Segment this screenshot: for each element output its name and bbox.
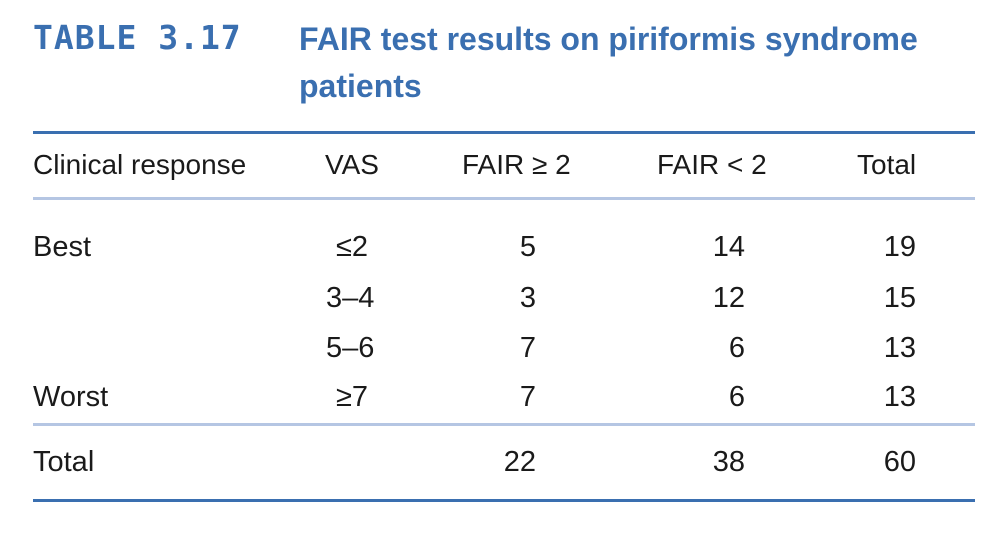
totals-fair-ge2: 22	[503, 446, 536, 478]
row-vas: ≤2	[336, 231, 369, 263]
row-fair-lt2: 6	[728, 381, 745, 413]
row-fair-lt2: 6	[728, 332, 745, 364]
row-vas: 3–4	[326, 282, 375, 314]
table-title: FAIR test results on piriformis syndrome…	[299, 21, 918, 104]
totals-fair-lt2: 38	[712, 446, 745, 478]
row-total: 19	[883, 231, 916, 263]
header-fair-lt2: FAIR < 2	[657, 149, 767, 180]
row-response: Worst	[33, 381, 109, 413]
header-fair-ge2: FAIR ≥ 2	[462, 149, 571, 180]
header-vas: VAS	[325, 149, 379, 180]
row-response: Best	[33, 231, 92, 263]
row-total: 15	[883, 282, 916, 314]
row-fair-ge2: 3	[519, 282, 536, 314]
row-fair-ge2: 7	[519, 332, 536, 364]
row-fair-lt2: 14	[712, 231, 745, 263]
totals-total: 60	[883, 446, 916, 478]
header-rule	[33, 197, 975, 200]
row-vas: 5–6	[326, 332, 375, 364]
row-fair-ge2: 5	[519, 231, 536, 263]
row-total: 13	[883, 381, 916, 413]
totals-label: Total	[33, 446, 95, 478]
header-total: Total	[857, 149, 917, 180]
row-total: 13	[883, 332, 916, 364]
table-number: TABLE 3.17	[33, 18, 242, 57]
totals-rule	[33, 423, 975, 426]
top-rule	[33, 131, 975, 134]
row-fair-lt2: 12	[712, 282, 745, 314]
row-vas: ≥7	[336, 381, 369, 413]
row-fair-ge2: 7	[519, 381, 536, 413]
header-clinical-response: Clinical response	[33, 149, 247, 180]
bottom-rule	[33, 499, 975, 502]
